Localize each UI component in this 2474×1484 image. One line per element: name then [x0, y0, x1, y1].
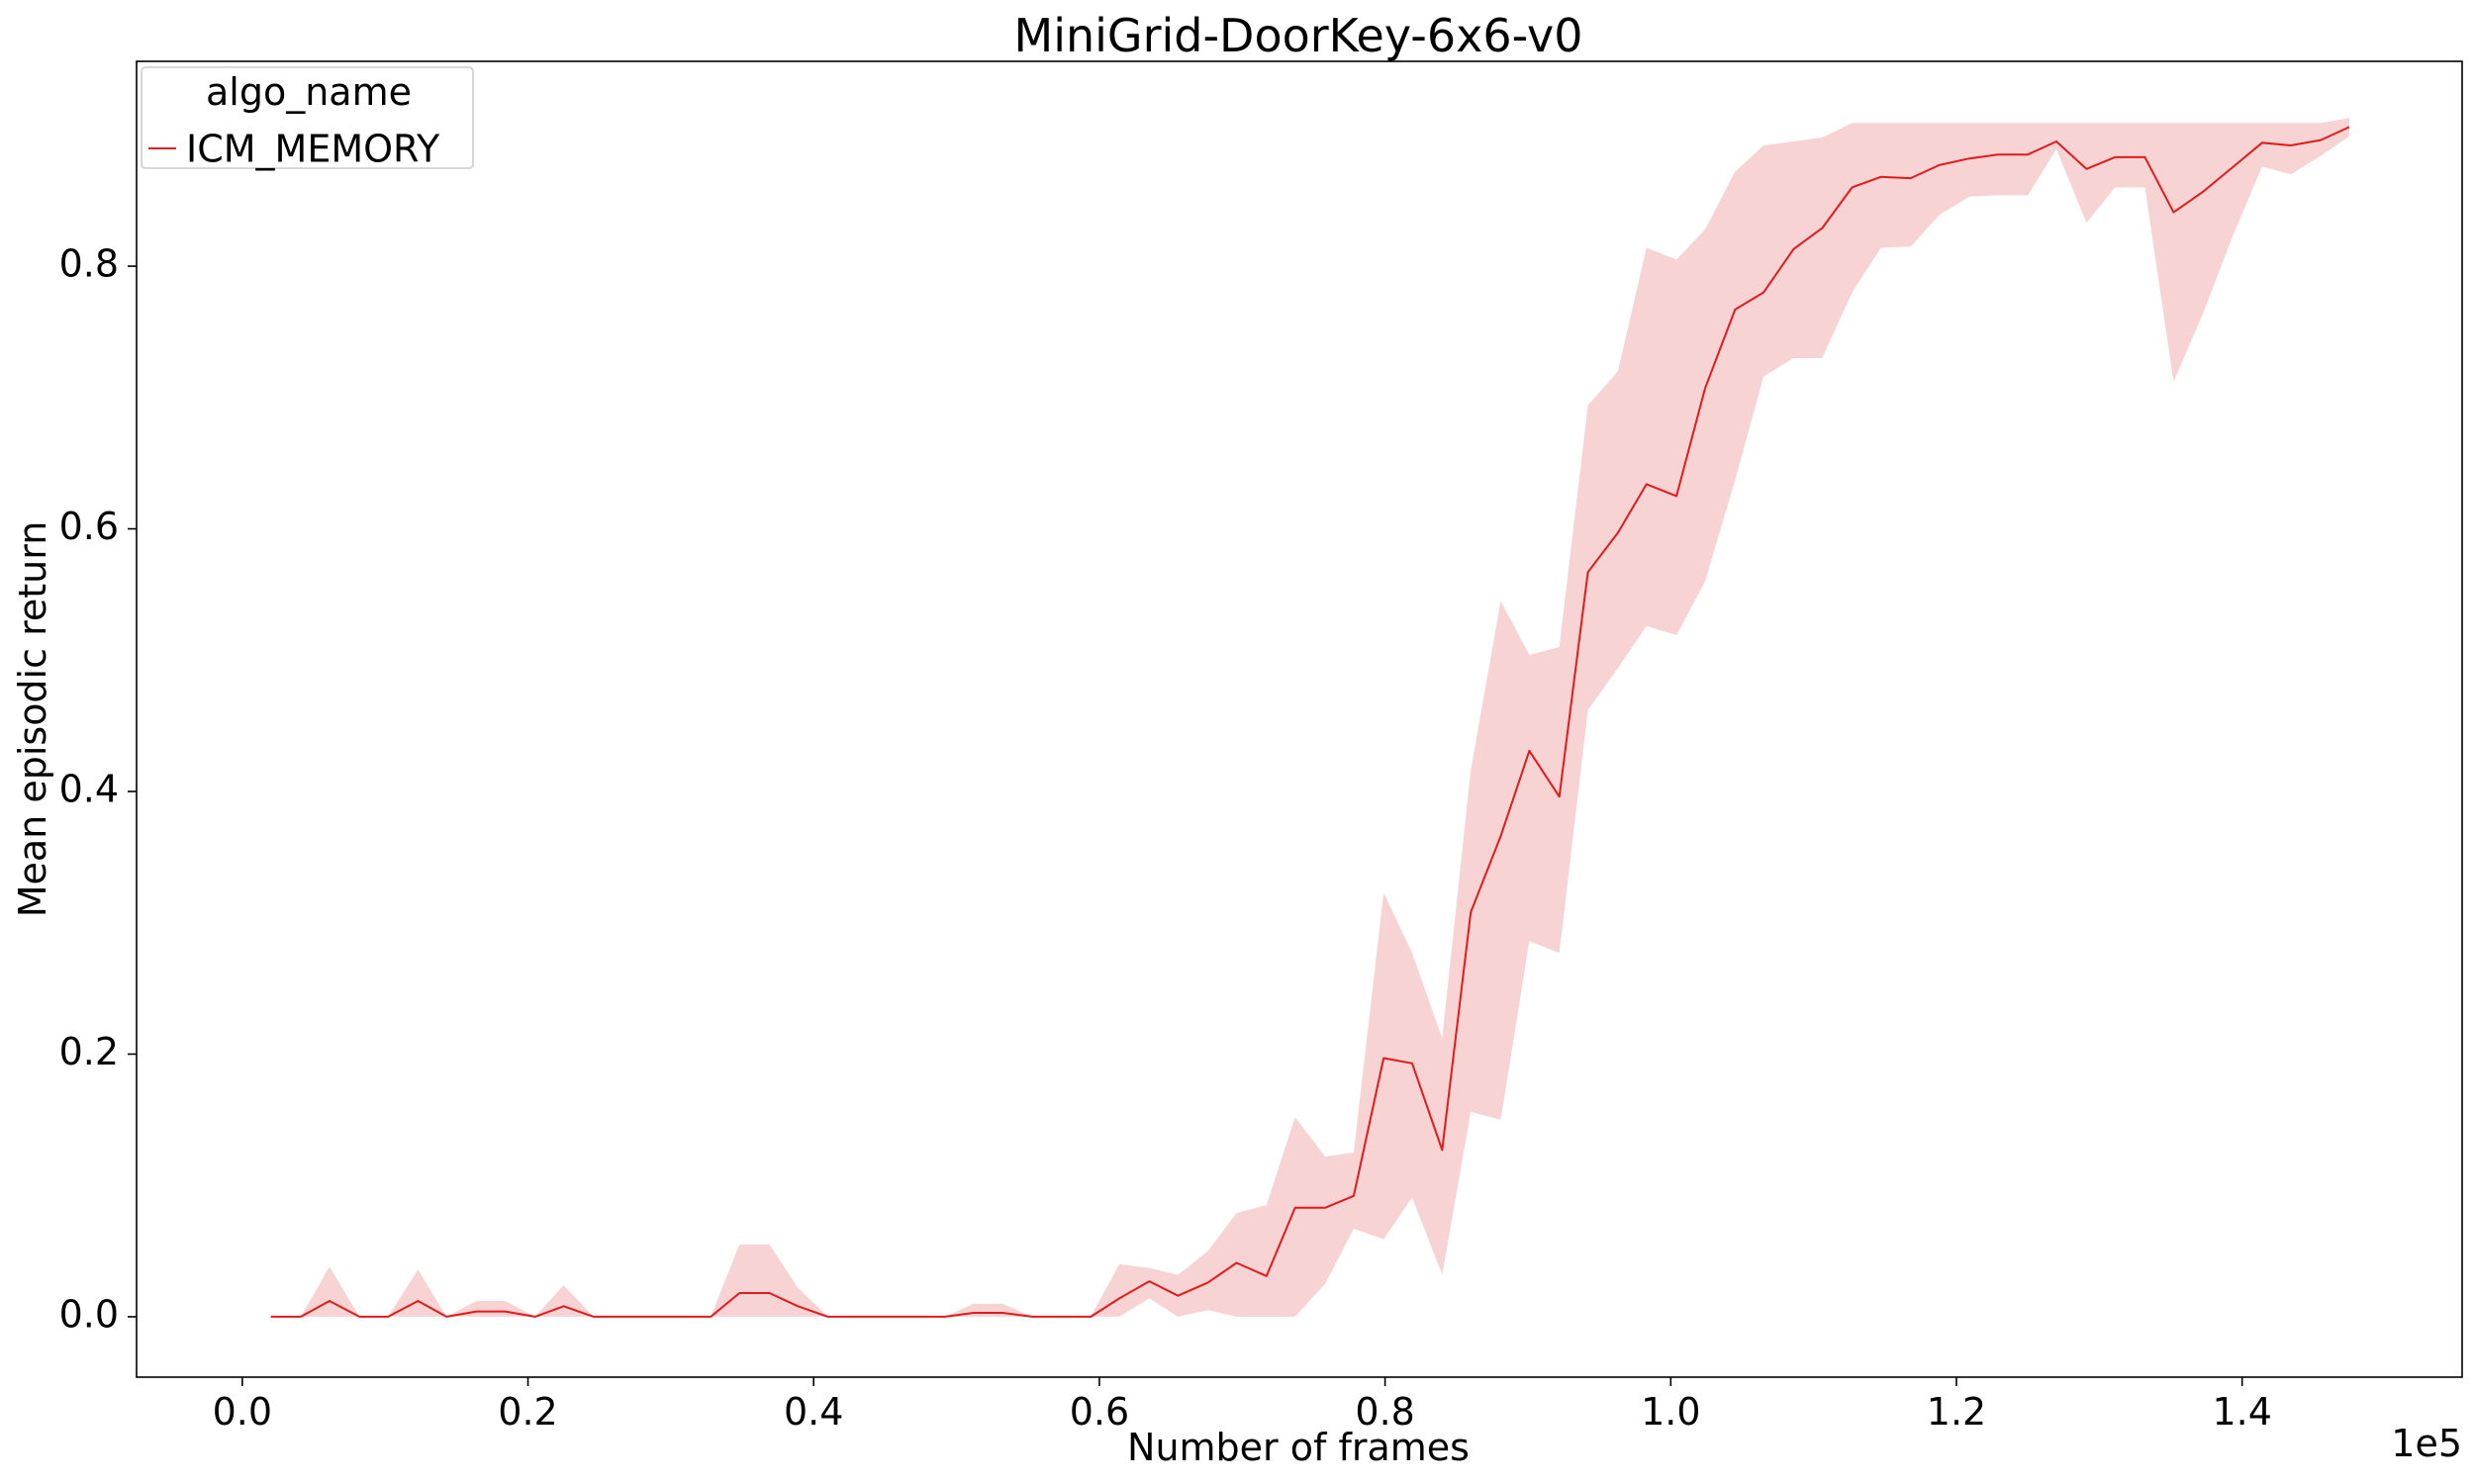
axes: 0.0 0.2 0.4 0.6 0.8 1.0 1.2 1.4 0.0 0.2 0.4 0.6 0.8: [59, 242, 2272, 1434]
chart-title: MiniGrid-DoorKey-6x6-v0: [1014, 9, 1583, 62]
x-tick-label: 1.2: [1927, 1390, 1986, 1434]
y-tick-label: 0.2: [59, 1030, 119, 1073]
x-tick-label: 1.4: [2212, 1390, 2271, 1434]
plot-frame: [136, 60, 2463, 1378]
x-tick-label: 0.0: [213, 1390, 272, 1434]
x-axis-label: Number of frames: [1127, 1426, 1470, 1469]
legend-label-icm-memory: ICM_MEMORY: [186, 128, 440, 171]
x-tick-label: 0.6: [1070, 1390, 1129, 1434]
x-tick-label: 0.4: [784, 1390, 843, 1434]
x-tick-label: 0.2: [498, 1390, 557, 1434]
legend-title: algo_name: [206, 70, 412, 114]
series-line: [270, 126, 2350, 1318]
x-tick-label: 0.8: [1355, 1390, 1414, 1434]
legend: algo_name ICM_MEMORY: [141, 66, 474, 171]
y-tick-label: 0.0: [59, 1292, 119, 1336]
legend-box: [141, 66, 474, 169]
y-tick-label: 0.4: [59, 768, 119, 811]
x-axis-scale-label: 1e5: [2391, 1422, 2462, 1465]
y-tick-label: 0.8: [59, 242, 119, 286]
y-tick-label: 0.6: [59, 505, 119, 548]
plot-area: [270, 118, 2350, 1318]
x-tick-label: 1.0: [1641, 1390, 1700, 1434]
y-axis-label: Mean episodic return: [11, 521, 54, 918]
